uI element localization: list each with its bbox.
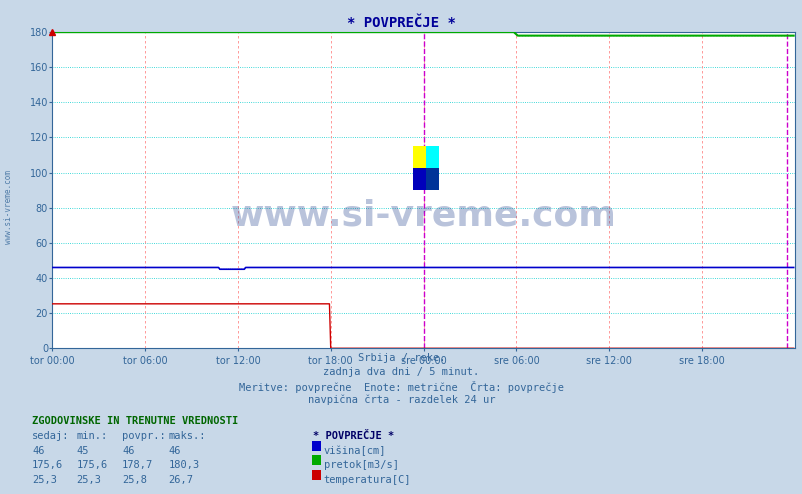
Text: pretok[m3/s]: pretok[m3/s] [323, 460, 398, 470]
Text: maks.:: maks.: [168, 431, 206, 441]
Text: ZGODOVINSKE IN TRENUTNE VREDNOSTI: ZGODOVINSKE IN TRENUTNE VREDNOSTI [32, 416, 238, 426]
Text: * POVPREČJE *: * POVPREČJE * [346, 16, 456, 30]
Text: povpr.:: povpr.: [122, 431, 165, 441]
Text: 46: 46 [168, 446, 181, 455]
Text: 46: 46 [122, 446, 135, 455]
Text: Meritve: povprečne  Enote: metrične  Črta: povprečje: Meritve: povprečne Enote: metrične Črta:… [239, 381, 563, 393]
Text: 25,3: 25,3 [76, 475, 101, 485]
Text: temperatura[C]: temperatura[C] [323, 475, 411, 485]
Text: 25,8: 25,8 [122, 475, 147, 485]
Text: 45: 45 [76, 446, 89, 455]
Bar [426, 168, 439, 190]
Text: www.si-vreme.com: www.si-vreme.com [230, 199, 616, 233]
Text: 175,6: 175,6 [76, 460, 107, 470]
Text: min.:: min.: [76, 431, 107, 441]
Text: 180,3: 180,3 [168, 460, 200, 470]
Text: 46: 46 [32, 446, 45, 455]
Bar [413, 146, 426, 168]
Bar [426, 146, 439, 168]
Text: www.si-vreme.com: www.si-vreme.com [3, 170, 13, 245]
Text: 26,7: 26,7 [168, 475, 193, 485]
Text: 25,3: 25,3 [32, 475, 57, 485]
Text: višina[cm]: višina[cm] [323, 446, 386, 456]
Text: Srbija / reke.: Srbija / reke. [358, 353, 444, 363]
Text: navpična črta - razdelek 24 ur: navpična črta - razdelek 24 ur [307, 395, 495, 405]
Text: 175,6: 175,6 [32, 460, 63, 470]
Text: zadnja dva dni / 5 minut.: zadnja dva dni / 5 minut. [323, 367, 479, 377]
Text: * POVPREČJE *: * POVPREČJE * [313, 431, 394, 441]
Text: 178,7: 178,7 [122, 460, 153, 470]
Text: sedaj:: sedaj: [32, 431, 70, 441]
Bar [413, 168, 426, 190]
